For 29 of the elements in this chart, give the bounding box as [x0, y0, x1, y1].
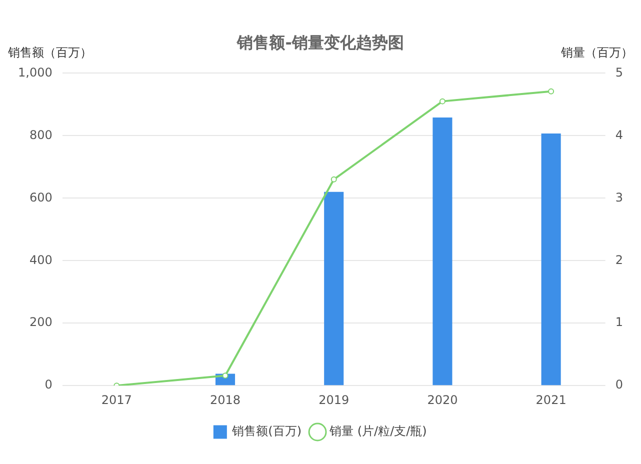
legend-label: 销售额(百万): [231, 424, 302, 438]
x-tick-label: 2021: [536, 392, 566, 407]
bar: [324, 192, 344, 386]
x-tick-label: 2018: [210, 392, 241, 407]
point: [330, 176, 337, 182]
x-tick-label: 2017: [101, 392, 132, 407]
y-tick-label: 600: [29, 190, 52, 204]
y-tick-label: 0: [44, 378, 52, 392]
point: [222, 372, 228, 379]
y-axis-title: 销售额（百万）: [7, 45, 92, 60]
y2-tick-label: 4: [615, 128, 624, 142]
legend-label: 销量 (片/粒/支/瓶): [328, 424, 427, 438]
chart-title: 销售额-销量变化趋势图: [236, 32, 404, 52]
y-tick-label: 800: [29, 128, 52, 142]
bar: [432, 118, 452, 386]
y2-tick-label: 3: [615, 190, 624, 204]
point: [439, 98, 446, 104]
y-tick-label: 200: [29, 315, 52, 330]
y2-tick-label: 5: [615, 65, 624, 80]
y2-tick-label: 0: [615, 378, 624, 392]
bar: [541, 133, 561, 386]
y2-tick-label: 2: [615, 252, 624, 267]
x-tick-label: 2020: [427, 392, 458, 407]
x-tick-label: 2019: [318, 392, 350, 407]
y-tick-label: 1,000: [18, 65, 52, 80]
y2-tick-label: 1: [615, 315, 624, 330]
y2-axis-title: 销量（百万）: [560, 45, 633, 60]
y-tick-label: 400: [29, 252, 52, 267]
point: [548, 88, 554, 94]
